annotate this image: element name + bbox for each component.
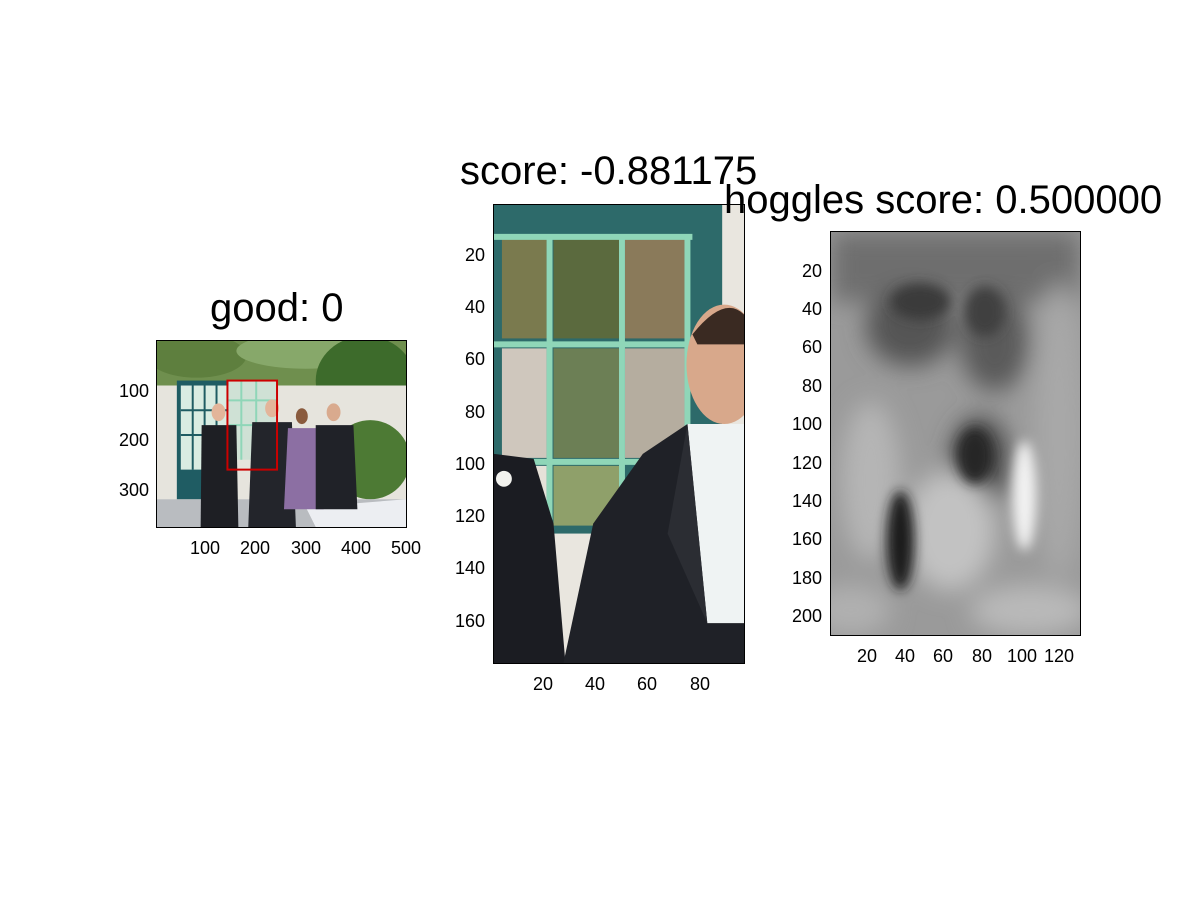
- panel1-x-tick: 400: [340, 538, 372, 558]
- panel2-y-tick: 20: [464, 245, 485, 265]
- panel3-x-tick: 20: [856, 646, 878, 666]
- panel2-y-tick: 140: [454, 558, 485, 578]
- panel2-photo: [494, 205, 744, 663]
- panel3-y-tick: 140: [791, 491, 822, 511]
- panel1-image-axes: [156, 340, 407, 528]
- panel2-y-tick: 40: [464, 297, 485, 317]
- panel3-hoggles-visualization: [831, 232, 1080, 635]
- panel2-y-tick: 120: [454, 506, 485, 526]
- panel3-y-tick: 120: [791, 453, 822, 473]
- panel3-x-tick: 100: [1006, 646, 1038, 666]
- panel1-y-tick: 200: [118, 430, 149, 450]
- panel2-y-tick: 80: [464, 402, 485, 422]
- panel3-title: hoggles score: 0.500000: [724, 178, 1163, 222]
- panel3-y-tick: 200: [791, 606, 822, 626]
- panel3-y-tick: 80: [801, 376, 822, 396]
- panel1-x-tick: 200: [239, 538, 271, 558]
- panel1-x-tick: 500: [390, 538, 422, 558]
- panel1-photo: [157, 341, 406, 527]
- panel3-y-tick: 60: [801, 337, 822, 357]
- panel1-y-tick: 300: [118, 480, 149, 500]
- panel3-y-tick: 40: [801, 299, 822, 319]
- panel2-image-axes: [493, 204, 745, 664]
- panel3-y-tick: 20: [801, 261, 822, 281]
- panel3-y-tick: 160: [791, 529, 822, 549]
- panel3-x-tick: 120: [1043, 646, 1075, 666]
- panel2-x-tick: 80: [689, 674, 711, 694]
- panel3-x-tick: 60: [932, 646, 954, 666]
- panel2-y-tick: 60: [464, 349, 485, 369]
- panel2-x-tick: 20: [532, 674, 554, 694]
- panel2-title: score: -0.881175: [460, 149, 758, 193]
- panel3-y-tick: 180: [791, 568, 822, 588]
- panel3-x-tick: 80: [971, 646, 993, 666]
- panel3-x-tick: 40: [894, 646, 916, 666]
- panel1-x-tick: 300: [290, 538, 322, 558]
- panel2-x-tick: 40: [584, 674, 606, 694]
- panel2-y-tick: 160: [454, 611, 485, 631]
- panel2-y-tick: 100: [454, 454, 485, 474]
- panel1-x-tick: 100: [189, 538, 221, 558]
- panel1-title: good: 0: [210, 286, 344, 330]
- panel3-image-axes: [830, 231, 1081, 636]
- detection-bounding-box: [226, 379, 279, 471]
- panel3-y-tick: 100: [791, 414, 822, 434]
- panel2-x-tick: 60: [636, 674, 658, 694]
- panel1-y-tick: 100: [118, 381, 149, 401]
